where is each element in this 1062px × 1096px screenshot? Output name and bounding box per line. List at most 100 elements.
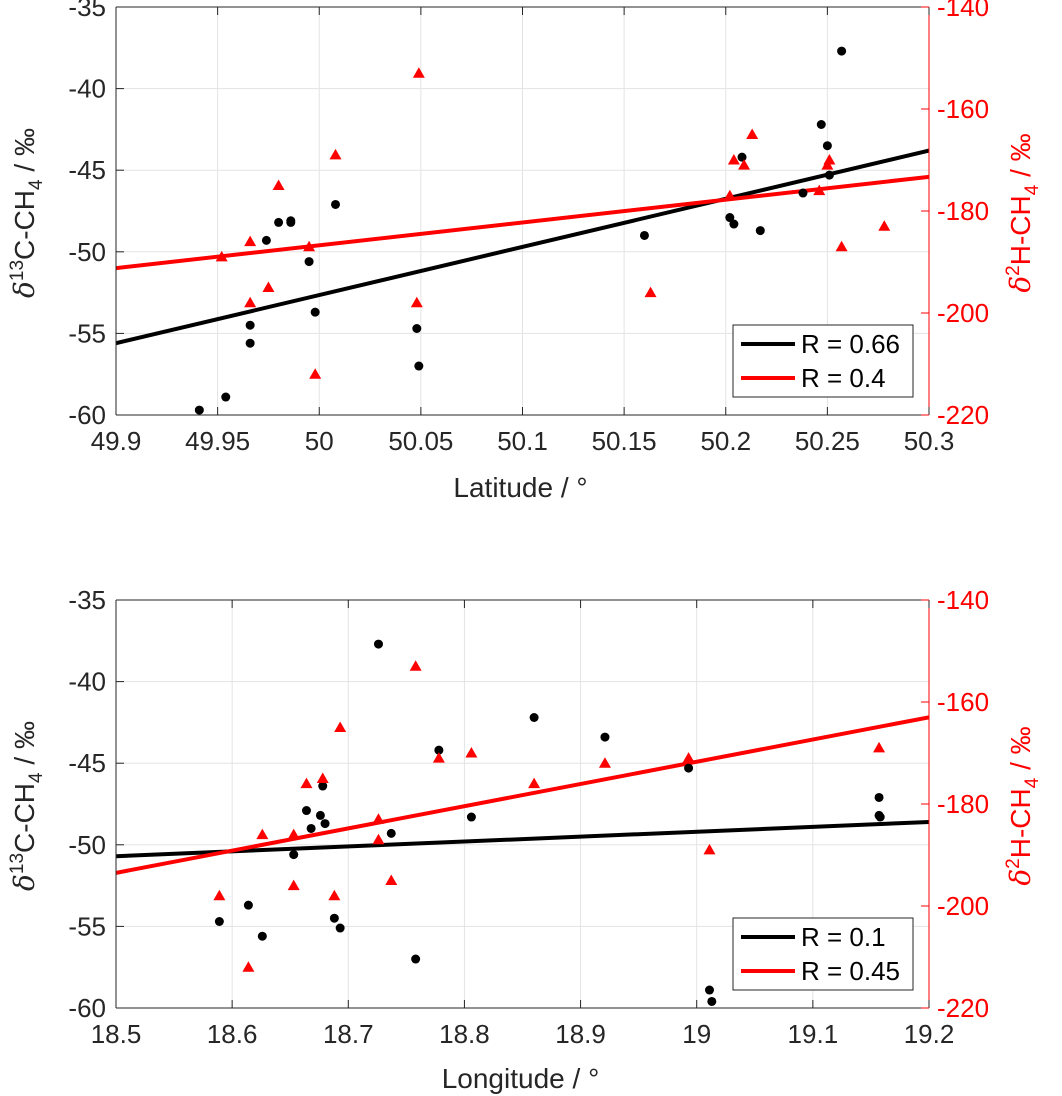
c13-data-point: [194, 405, 204, 415]
h2-data-point: [372, 833, 385, 845]
y-left-axis-label-pre: δ: [8, 874, 41, 891]
h2-data-point: [309, 368, 322, 379]
y-right-axis-label-sub: 4: [1022, 184, 1043, 195]
h2-data-point: [823, 154, 836, 165]
c13-data-point: [874, 792, 884, 802]
c13-data-point: [875, 812, 885, 822]
x-tick-label: 50.15: [592, 426, 657, 456]
x-tick-label: 19.1: [788, 1019, 839, 1049]
y-right-axis-label-post: / ‰: [1005, 133, 1036, 184]
y-left-axis-label-sup: 13: [7, 260, 28, 281]
legend: R = 0.66 R = 0.4: [732, 324, 914, 398]
h2-data-point: [727, 154, 740, 165]
c13-data-point: [289, 850, 299, 860]
legend-label: R = 0.66: [801, 329, 900, 359]
y-right-axis-label-sub: 4: [1022, 777, 1043, 788]
c13-data-point: [707, 996, 717, 1006]
c13-data-point: [386, 828, 396, 838]
h2-data-point: [835, 240, 848, 252]
y-right-tick-label: -160: [937, 94, 989, 124]
y-left-axis-label: δ13C-CH4 / ‰: [7, 721, 47, 891]
y-left-tick-label: -50: [68, 830, 106, 860]
c13-data-point: [318, 781, 328, 791]
y-right-tick-label: -220: [937, 993, 989, 1023]
c13-data-point: [822, 141, 832, 151]
y-right-tick-label: -180: [937, 196, 989, 226]
c13-data-point: [261, 235, 271, 245]
y-right-axis-label: δ2H-CH4 / ‰: [1003, 133, 1043, 292]
y-right-axis-label-mid: H-CH: [1005, 788, 1036, 858]
x-tick-label: 50.05: [388, 426, 453, 456]
c13-data-point: [315, 810, 325, 820]
h2-data-point: [316, 772, 329, 783]
c13-data-point: [816, 120, 826, 130]
h2-data-point: [242, 961, 255, 972]
c13-data-point: [729, 219, 739, 229]
latitude-panel: 49.9 49.95 50 50.05 50.1 50.15 50.2 50.25 50.3 -6…: [7, 0, 1043, 503]
c13-data-point: [466, 812, 476, 822]
c13-data-point: [837, 46, 847, 56]
y-left-axis-label-sub: 4: [26, 179, 47, 190]
c13-data-point: [245, 320, 255, 330]
y-left-tick-label: -40: [68, 74, 106, 104]
h2-data-point: [272, 179, 285, 190]
h2-data-point: [244, 235, 257, 247]
c13-data-point: [704, 985, 714, 995]
x-tick-label: 50.1: [497, 426, 548, 456]
y-right-axis-label-sup: 2: [1003, 858, 1024, 869]
y-left-axis-label-pre: δ: [8, 281, 41, 298]
y-right-tick-label: -220: [937, 400, 989, 430]
h2-data-point: [334, 721, 347, 732]
x-tick-label: 50.3: [904, 426, 955, 456]
y-right-axis-label: δ2H-CH4 / ‰: [1003, 726, 1043, 885]
h2-data-point: [328, 889, 341, 901]
h2-fit-line: [116, 715, 929, 875]
c13-data-point: [414, 361, 424, 371]
x-axis-label: Longitude / °: [442, 1063, 600, 1094]
h2-data-point: [644, 286, 657, 298]
c13-data-point: [331, 199, 341, 209]
longitude-panel: 18.5 18.6 18.7 18.8 18.9 19 19.1 19.2 -60 -55 -50 -…: [7, 585, 1043, 1094]
c13-fit-line: [116, 148, 929, 346]
x-axis-label: Latitude / °: [453, 472, 587, 503]
c13-data-point: [245, 338, 255, 348]
legend: R = 0.1 R = 0.45: [732, 917, 914, 991]
c13-data-point: [304, 257, 314, 267]
c13-data-point: [737, 152, 747, 162]
y-left-tick-label: -45: [68, 155, 106, 185]
c13-data-point: [301, 806, 311, 816]
y-right-tick-label: -200: [937, 891, 989, 921]
c13-fit-line: [116, 819, 929, 859]
legend-box: [732, 324, 914, 398]
h2-data-point: [287, 828, 300, 840]
x-tick-label: 49.95: [185, 426, 250, 456]
y-right-tick-label: -140: [937, 0, 989, 22]
x-tick-label: 18.6: [207, 1019, 258, 1049]
c13-data-point: [639, 230, 649, 240]
x-tick-label: 18.7: [323, 1019, 374, 1049]
h2-data-point: [465, 747, 478, 758]
y-right-axis-label-post: / ‰: [1005, 726, 1036, 777]
h2-data-point: [410, 296, 423, 308]
c13-data-point: [411, 954, 421, 964]
c13-data-point: [755, 226, 765, 236]
y-left-tick-label: -55: [68, 318, 106, 348]
y-right-tick-label: -180: [937, 789, 989, 819]
y-right-tick-label: -160: [937, 687, 989, 717]
y-right-axis-label-pre: δ: [1004, 869, 1037, 886]
h2-data-point: [878, 220, 891, 231]
legend-label: R = 0.45: [801, 956, 900, 986]
h2-data-point: [300, 777, 313, 789]
c13-data-point: [529, 713, 539, 723]
c13-data-point: [306, 823, 316, 833]
x-tick-label: 18.9: [555, 1019, 606, 1049]
h2-data-point: [738, 159, 751, 170]
h2-data-point: [412, 67, 425, 78]
c13-data-point: [600, 732, 610, 742]
h2-data-point: [409, 660, 422, 671]
y-left-axis-label-sup: 13: [7, 853, 28, 874]
h2-data-point: [528, 777, 541, 789]
y-left-tick-label: -60: [68, 400, 106, 430]
c13-data-point: [214, 917, 224, 927]
